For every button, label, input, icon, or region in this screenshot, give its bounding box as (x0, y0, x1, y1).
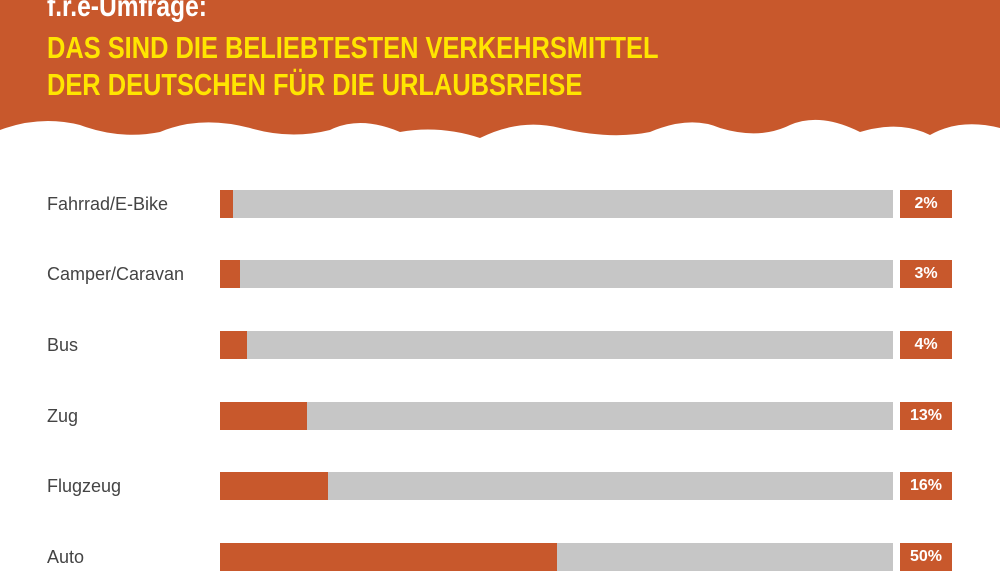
category-label: Camper/Caravan (47, 264, 185, 284)
brush-banner-background (0, 0, 1000, 138)
bar-row: Fahrrad/E-Bike 2% (0, 190, 1000, 219)
bar-row: Flugzeug 16% (0, 472, 1000, 501)
bar-track (220, 331, 893, 359)
category-label: Zug (47, 406, 79, 426)
value-label: 50% (900, 543, 952, 571)
kicker: f.r.e-Umfrage: (47, 0, 207, 23)
bar-row: Bus 4% (0, 331, 1000, 360)
value-label: 3% (900, 260, 952, 288)
category-label: Bus (47, 335, 79, 355)
bar-track (220, 260, 893, 288)
bar-track (220, 472, 893, 500)
bar-track (220, 543, 893, 571)
title-line-2: DER DEUTSCHEN FÜR DIE URLAUBSREISE (47, 67, 583, 102)
bar (220, 190, 234, 218)
value-label: 16% (900, 472, 952, 500)
bar-track (220, 190, 893, 218)
category-label: Fahrrad/E-Bike (47, 194, 169, 214)
bar-row: Zug 13% (0, 402, 1000, 431)
bar (220, 260, 241, 288)
header-banner: f.r.e-Umfrage: DAS SIND DIE BELIEBTESTEN… (0, 0, 1000, 150)
bar-row: Camper/Caravan 3% (0, 260, 1000, 289)
bar (220, 543, 557, 571)
category-label: Auto (47, 547, 85, 567)
value-label: 4% (900, 331, 952, 359)
category-label: Flugzeug (47, 476, 122, 496)
title-line-1: DAS SIND DIE BELIEBTESTEN VERKEHRSMITTEL (47, 30, 659, 65)
bar-row: Auto 50% (0, 543, 1000, 572)
value-label: 2% (900, 190, 952, 218)
value-label: 13% (900, 402, 952, 430)
bar (220, 331, 247, 359)
bar (220, 402, 308, 430)
bar (220, 472, 328, 500)
bar-track (220, 402, 893, 430)
